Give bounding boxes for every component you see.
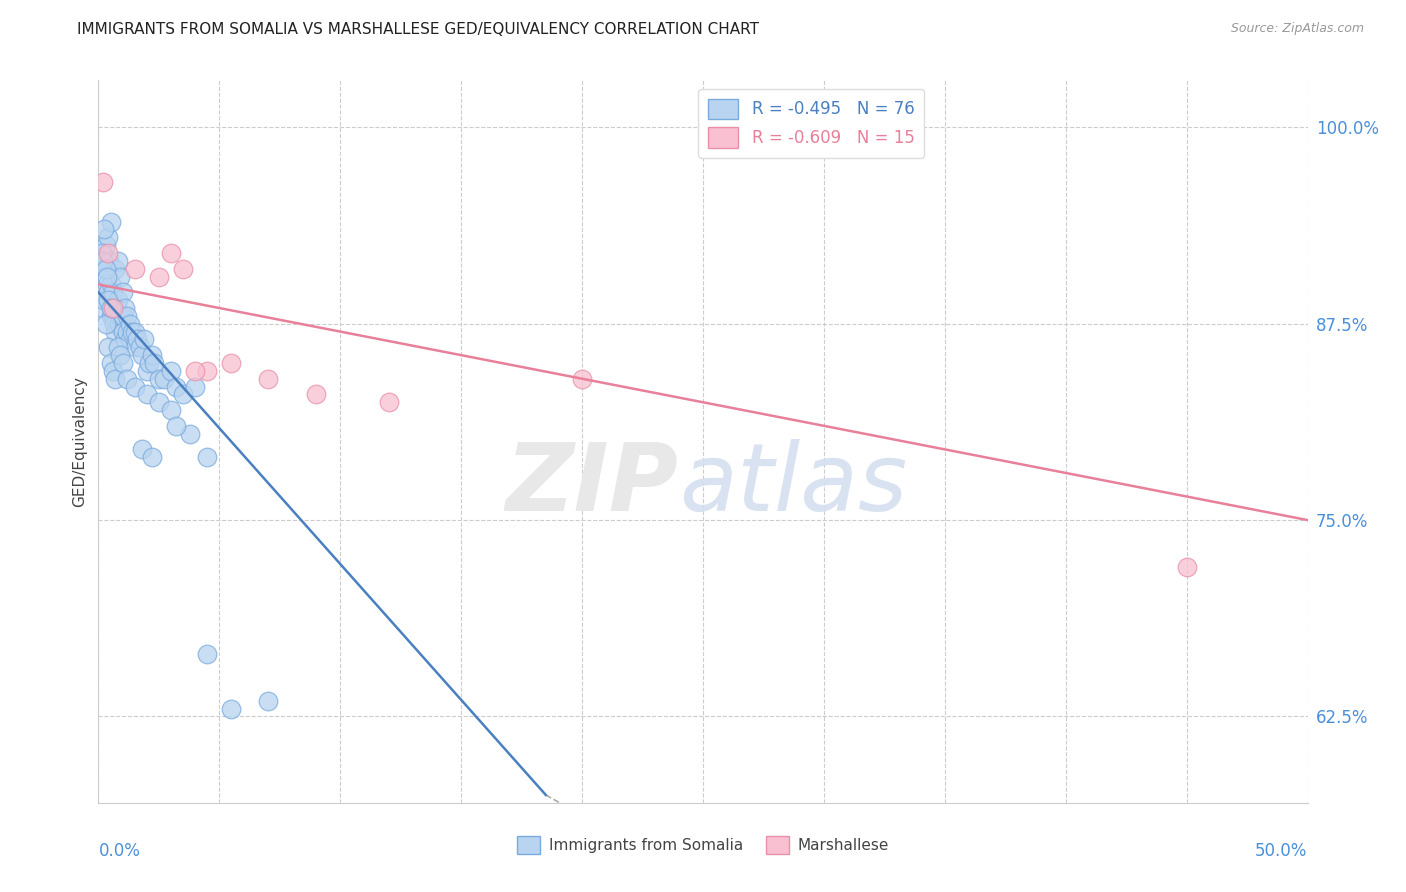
Point	[131, 442, 153, 457]
Point	[100, 309, 122, 323]
Point	[100, 214, 122, 228]
Point	[108, 309, 131, 323]
Point	[195, 364, 218, 378]
Point	[1175, 560, 1198, 574]
Point	[134, 333, 156, 347]
Point	[104, 261, 127, 276]
Point	[152, 372, 174, 386]
Point	[91, 246, 114, 260]
Point	[108, 317, 131, 331]
Point	[98, 254, 121, 268]
Point	[179, 426, 201, 441]
Point	[138, 356, 160, 370]
Point	[100, 301, 122, 315]
Point	[160, 403, 183, 417]
Point	[94, 317, 117, 331]
Point	[96, 277, 118, 292]
Point	[97, 285, 120, 300]
Point	[101, 285, 124, 300]
Point	[117, 309, 139, 323]
Point	[184, 379, 207, 393]
Text: 0.0%: 0.0%	[98, 842, 141, 860]
Y-axis label: GED/Equivalency: GED/Equivalency	[72, 376, 87, 507]
Point	[114, 333, 136, 347]
Point	[221, 356, 243, 370]
Point	[160, 364, 183, 378]
Point	[111, 309, 134, 323]
Point	[377, 395, 399, 409]
Point	[195, 450, 218, 465]
Point	[256, 372, 278, 386]
Point	[221, 701, 243, 715]
Point	[94, 238, 117, 252]
Point	[305, 387, 328, 401]
Point	[131, 348, 153, 362]
Point	[107, 340, 129, 354]
Text: ZIP: ZIP	[506, 439, 679, 531]
Point	[135, 364, 157, 378]
Point	[91, 301, 114, 315]
Point	[103, 317, 125, 331]
Point	[124, 261, 146, 276]
Point	[93, 222, 115, 236]
Point	[141, 348, 163, 362]
Point	[111, 356, 134, 370]
Point	[148, 395, 170, 409]
Point	[91, 254, 114, 268]
Point	[571, 372, 593, 386]
Point	[97, 246, 120, 260]
Point	[124, 340, 146, 354]
Point	[160, 246, 183, 260]
Point	[93, 293, 115, 308]
Point	[100, 356, 122, 370]
Point	[117, 325, 139, 339]
Point	[165, 379, 187, 393]
Point	[94, 261, 117, 276]
Point	[101, 364, 124, 378]
Point	[97, 340, 120, 354]
Point	[108, 269, 131, 284]
Point	[108, 348, 131, 362]
Point	[127, 333, 149, 347]
Text: Source: ZipAtlas.com: Source: ZipAtlas.com	[1230, 22, 1364, 36]
Point	[128, 340, 150, 354]
Point	[111, 285, 134, 300]
Text: 50.0%: 50.0%	[1256, 842, 1308, 860]
Point	[135, 387, 157, 401]
Point	[143, 356, 166, 370]
Point	[184, 364, 207, 378]
Point	[107, 293, 129, 308]
Point	[121, 325, 143, 339]
Point	[107, 254, 129, 268]
Point	[148, 372, 170, 386]
Point	[111, 325, 134, 339]
Point	[118, 317, 141, 331]
Point	[104, 372, 127, 386]
Point	[117, 372, 139, 386]
Point	[105, 301, 128, 315]
Legend: Immigrants from Somalia, Marshallese: Immigrants from Somalia, Marshallese	[510, 830, 896, 860]
Point	[101, 301, 124, 315]
Point	[141, 450, 163, 465]
Point	[91, 175, 114, 189]
Text: atlas: atlas	[679, 440, 907, 531]
Point	[96, 269, 118, 284]
Point	[114, 301, 136, 315]
Point	[148, 269, 170, 284]
Point	[94, 261, 117, 276]
Point	[124, 325, 146, 339]
Text: IMMIGRANTS FROM SOMALIA VS MARSHALLESE GED/EQUIVALENCY CORRELATION CHART: IMMIGRANTS FROM SOMALIA VS MARSHALLESE G…	[77, 22, 759, 37]
Point	[172, 387, 194, 401]
Point	[256, 694, 278, 708]
Point	[118, 333, 141, 347]
Point	[100, 277, 122, 292]
Point	[97, 230, 120, 244]
Point	[124, 379, 146, 393]
Point	[195, 647, 218, 661]
Point	[165, 418, 187, 433]
Point	[172, 261, 194, 276]
Point	[97, 293, 120, 308]
Point	[101, 309, 124, 323]
Point	[104, 325, 127, 339]
